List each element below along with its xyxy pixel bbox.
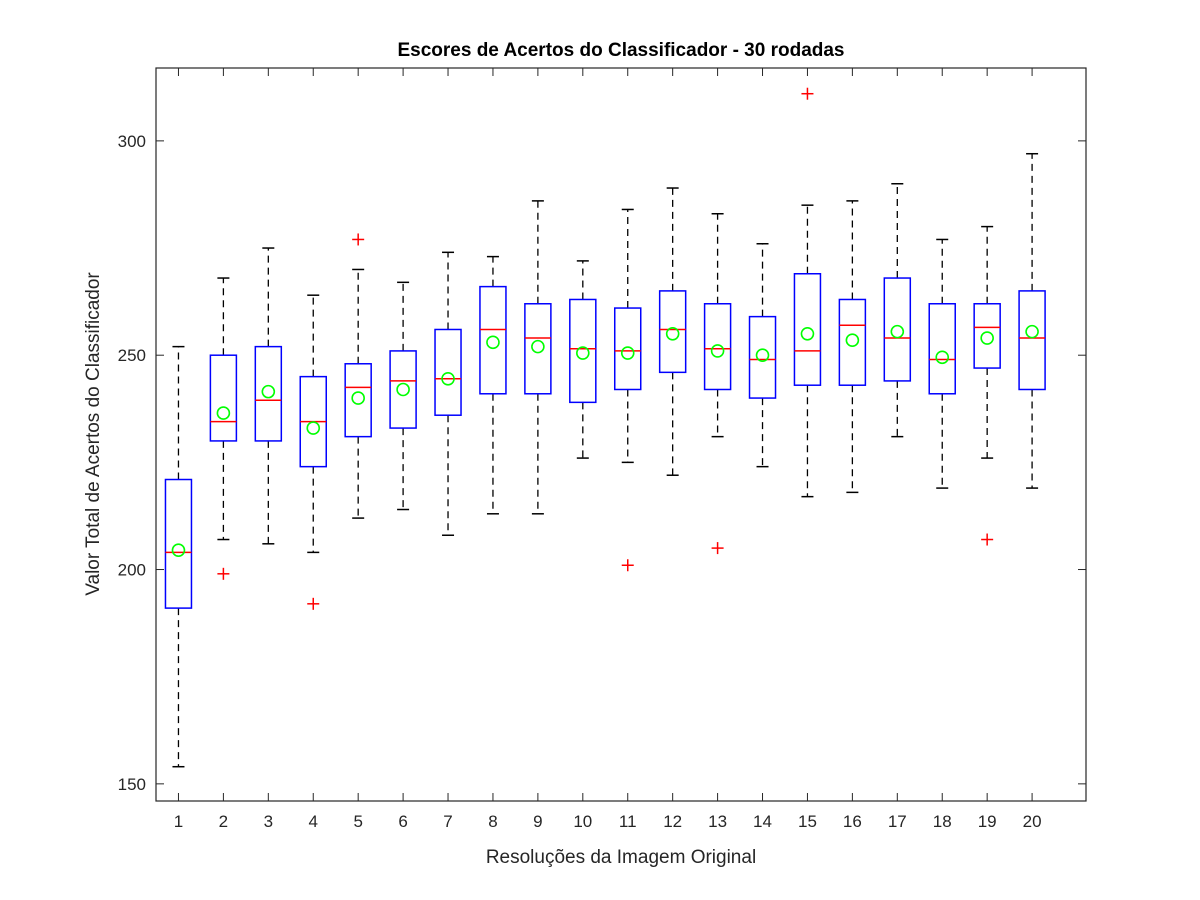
mean-marker	[890, 324, 905, 339]
box-group-19	[973, 225, 1001, 546]
chart-title: Escores de Acertos do Classificador - 30…	[397, 40, 844, 61]
x-tick-label: 3	[264, 812, 273, 831]
y-tick-label: 250	[118, 346, 146, 365]
box-group-3	[254, 247, 283, 545]
box	[1018, 290, 1046, 391]
x-tick-label: 19	[978, 812, 997, 831]
x-tick-label: 17	[888, 812, 907, 831]
y-tick-label: 200	[118, 561, 146, 580]
mean-marker	[576, 346, 590, 360]
box-group-12	[658, 187, 687, 476]
x-tick-label: 8	[488, 812, 497, 831]
box	[838, 298, 867, 386]
mean-marker	[1025, 324, 1039, 339]
mean-marker	[755, 348, 770, 362]
box	[164, 478, 193, 609]
box	[389, 350, 417, 429]
mean-marker	[306, 421, 321, 435]
axes-frame	[155, 67, 1087, 802]
mean-marker	[171, 543, 186, 558]
box	[883, 277, 912, 382]
box	[254, 345, 283, 442]
box-group-13	[703, 212, 732, 555]
x-tick-label: 10	[573, 812, 592, 831]
mean-marker	[665, 326, 680, 341]
x-tick-label: 16	[843, 812, 862, 831]
box-group-6	[389, 281, 417, 511]
box-group-14	[748, 242, 777, 468]
x-tick-label: 14	[753, 812, 772, 831]
box-group-18	[928, 238, 956, 489]
box	[658, 290, 687, 374]
mean-marker	[531, 339, 545, 354]
outlier-marker	[352, 233, 365, 246]
x-tick-label: 9	[533, 812, 542, 831]
box-group-9	[524, 200, 552, 515]
box-group-16	[838, 200, 867, 494]
box	[928, 303, 956, 395]
mean-marker	[710, 344, 725, 358]
box-group-20	[1018, 152, 1046, 489]
mean-marker	[351, 391, 365, 405]
axes: 1 2 3 4 5 6 7 8 9 10 11 12 13 14 15 16 17 18 19 20150200250…	[118, 67, 1087, 831]
x-axis-title: Resoluções da Imagem Original	[486, 847, 756, 868]
x-tick-label: 1	[174, 812, 183, 831]
x-tick-label: 20	[1023, 812, 1042, 831]
y-tick-label: 150	[118, 775, 146, 794]
x-tick-label: 6	[398, 812, 407, 831]
box-group-5	[344, 233, 372, 519]
x-tick-label: 4	[309, 812, 318, 831]
x-tick-label: 11	[619, 812, 637, 831]
x-tick-label: 7	[443, 812, 452, 831]
mean-marker	[620, 346, 635, 360]
box	[793, 273, 822, 386]
y-axis-title: Valor Total de Acertos do Classificador	[83, 272, 104, 596]
box-group-1	[164, 345, 193, 768]
x-tick-label: 12	[663, 812, 682, 831]
box	[479, 285, 507, 395]
box-group-17	[883, 182, 912, 438]
mean-marker	[216, 406, 231, 420]
mean-marker	[845, 333, 860, 347]
box-group-7	[434, 251, 462, 536]
box	[209, 354, 238, 442]
x-tick-label: 15	[798, 812, 817, 831]
mean-marker	[935, 350, 950, 365]
box-group-11	[613, 208, 642, 572]
box-group-8	[479, 255, 507, 515]
mean-marker	[396, 382, 410, 397]
plot-area	[156, 68, 1086, 801]
outlier-marker	[307, 597, 320, 610]
box	[344, 363, 372, 438]
x-tick-label: 18	[933, 812, 952, 831]
outlier-marker	[981, 533, 994, 546]
box-group-4	[299, 294, 327, 610]
outlier-marker	[801, 87, 814, 100]
box-group-2	[209, 277, 238, 580]
box-group-15	[793, 87, 822, 498]
box	[434, 328, 462, 416]
outlier-marker	[621, 559, 634, 572]
box	[748, 315, 777, 399]
mean-marker	[261, 384, 276, 399]
box	[973, 303, 1001, 369]
box-group-10	[569, 260, 597, 459]
x-tick-label: 2	[219, 812, 228, 831]
mean-marker	[441, 371, 455, 386]
mean-marker	[980, 331, 994, 345]
box	[569, 298, 597, 404]
mean-marker	[486, 335, 500, 350]
outlier-marker	[217, 567, 230, 580]
box	[524, 303, 552, 395]
box	[703, 303, 732, 391]
x-tick-label: 13	[708, 812, 727, 831]
x-tick-label: 5	[353, 812, 362, 831]
chart-marks	[164, 87, 1046, 768]
mean-marker	[800, 326, 815, 341]
outlier-marker	[711, 542, 724, 555]
y-tick-label: 300	[118, 132, 146, 151]
box	[613, 307, 642, 391]
